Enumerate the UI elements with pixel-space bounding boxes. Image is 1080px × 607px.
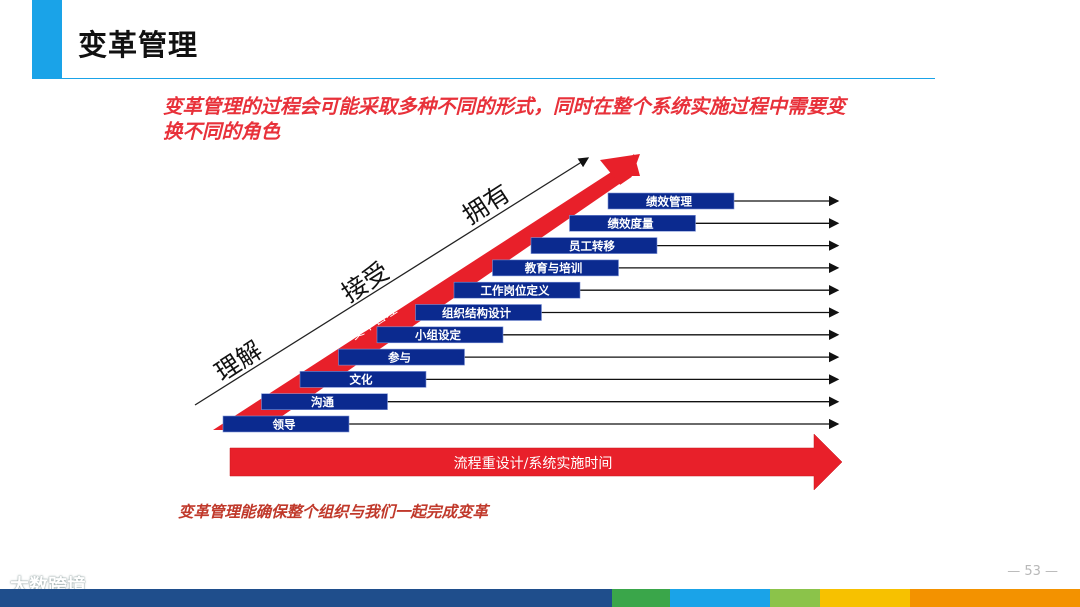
step-box-0 — [222, 415, 350, 433]
step-label-7: 教育与培训 — [524, 261, 583, 275]
footer-strip-lime — [770, 589, 820, 607]
title-underline — [32, 78, 935, 79]
step-label-2: 文化 — [350, 373, 373, 387]
progression-arrow-line — [194, 157, 590, 406]
step-label-1: 沟通 — [311, 395, 334, 409]
footer-strip-yellow — [820, 589, 910, 607]
step-label-3: 参与 — [387, 350, 411, 364]
step-label-6: 工作岗位定义 — [481, 284, 550, 298]
step-label-5: 组织结构设计 — [442, 306, 511, 320]
footer-color-strip — [0, 589, 1080, 607]
page-title: 变革管理 — [78, 28, 199, 62]
step-box-10 — [607, 192, 735, 210]
timeline-label: 流程重设计/系统实施时间 — [454, 456, 613, 472]
step-box-7 — [492, 259, 619, 277]
stage-understand: 理解 — [209, 335, 267, 387]
title-accent-bar — [32, 0, 62, 78]
step-label-4: 小组设定 — [414, 328, 461, 342]
step-box-6 — [453, 281, 581, 299]
stage-accept: 接受 — [336, 256, 394, 308]
step-label-0: 领导 — [272, 417, 296, 431]
change-management-triangle — [213, 154, 640, 430]
intro-text: 变革管理的过程会可能采取多种不同的形式，同时在整个系统实施过程中需要变换不同的角… — [163, 95, 846, 143]
page-number: — 53 — — [1007, 564, 1058, 579]
footer-strip-lightblue — [670, 589, 770, 607]
step-box-9 — [569, 215, 696, 232]
step-label-8: 员工转移 — [569, 239, 615, 253]
triangle-arrowhead — [600, 154, 640, 192]
step-box-5 — [415, 304, 542, 321]
footer-strip-orange — [910, 589, 1080, 607]
timeline-arrow — [229, 433, 843, 491]
step-label-9: 绩效度量 — [608, 217, 654, 231]
summary-text: 变革管理能确保整个组织与我们一起完成变革 — [178, 502, 489, 521]
step-label-10: 绩效管理 — [646, 194, 692, 208]
footer-strip-blue — [0, 589, 612, 607]
step-box-3 — [338, 348, 465, 366]
step-box-2 — [299, 371, 427, 388]
triangle-mask — [262, 176, 633, 430]
step-box-8 — [530, 237, 658, 254]
step-box-1 — [261, 393, 388, 411]
step-box-4 — [376, 326, 504, 344]
footer-strip-green — [612, 589, 670, 607]
